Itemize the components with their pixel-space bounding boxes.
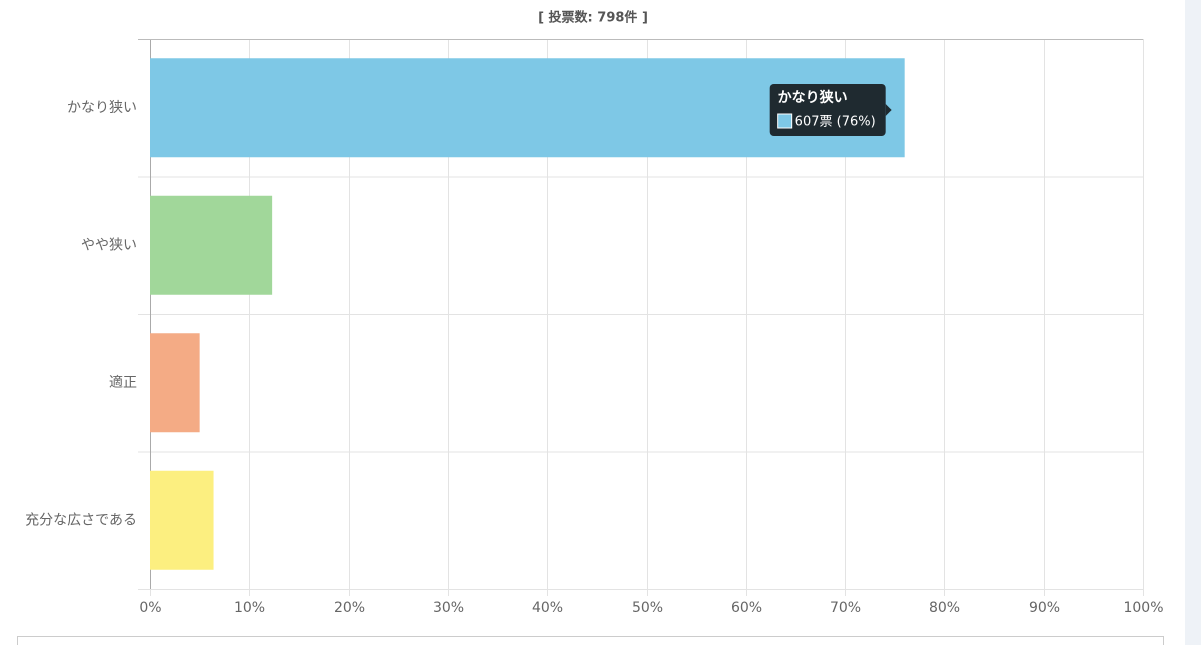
panel — [17, 636, 1164, 645]
x-tick-label: 50% — [632, 600, 663, 616]
x-tick-label: 40% — [532, 600, 563, 616]
bar — [150, 195, 273, 295]
x-tick-label: 60% — [731, 600, 762, 616]
y-tick-label: やや狭い — [81, 237, 137, 253]
plot: 0% 10% 20% 30% 40% 50% 60% 70% 80% 90% 100% かなり狭いやや… — [25, 39, 1164, 616]
scrollbar[interactable] — [1185, 0, 1201, 645]
x-tick-label: 30% — [433, 600, 464, 616]
x-tick-label: 90% — [1029, 600, 1060, 616]
y-tick-label: 適正 — [109, 374, 137, 391]
x-tick-label: 0% — [139, 600, 161, 616]
x-tick-label: 80% — [929, 600, 960, 616]
chart-title: [ 投票数: 798件 ] — [538, 10, 648, 26]
tooltip: かなり狭い 607票 (76%) — [769, 84, 892, 136]
x-tick-label: 10% — [234, 600, 265, 616]
x-tick-label: 70% — [830, 600, 861, 616]
tooltip-title: かなり狭い — [778, 89, 848, 106]
y-tick-label: 充分な広さである — [25, 512, 137, 528]
tooltip-label: 607票 (76%) — [795, 115, 876, 130]
y-tick-label: かなり狭い — [67, 100, 137, 116]
tooltip-box — [769, 84, 886, 136]
x-tick-label: 20% — [334, 600, 365, 616]
bar — [150, 333, 200, 433]
x-tick-label: 100% — [1123, 600, 1163, 616]
tooltip-arrow — [885, 104, 892, 116]
bar — [150, 470, 214, 570]
tooltip-swatch — [777, 113, 793, 129]
